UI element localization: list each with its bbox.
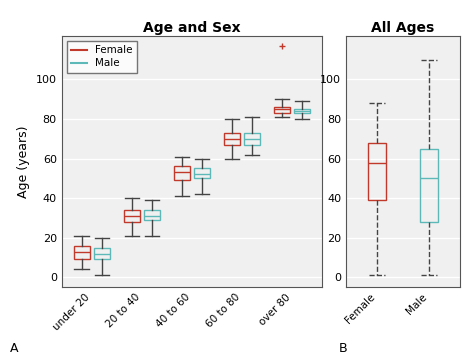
Bar (274, 107, 290, 113)
Y-axis label: Age (years): Age (years) (17, 125, 30, 198)
Bar (368, 143, 386, 200)
Bar (224, 133, 240, 145)
Bar (244, 133, 260, 145)
Title: All Ages: All Ages (371, 21, 435, 35)
Bar (94, 248, 110, 260)
Legend: Female, Male: Female, Male (67, 41, 137, 73)
Bar (294, 109, 310, 113)
Bar (124, 210, 140, 222)
Bar (174, 167, 190, 180)
Bar (144, 210, 160, 220)
Bar (419, 149, 438, 222)
Bar (73, 246, 90, 260)
Title: Age and Sex: Age and Sex (143, 21, 241, 35)
Text: A: A (9, 342, 18, 355)
Bar (194, 168, 210, 178)
Text: B: B (339, 342, 347, 355)
